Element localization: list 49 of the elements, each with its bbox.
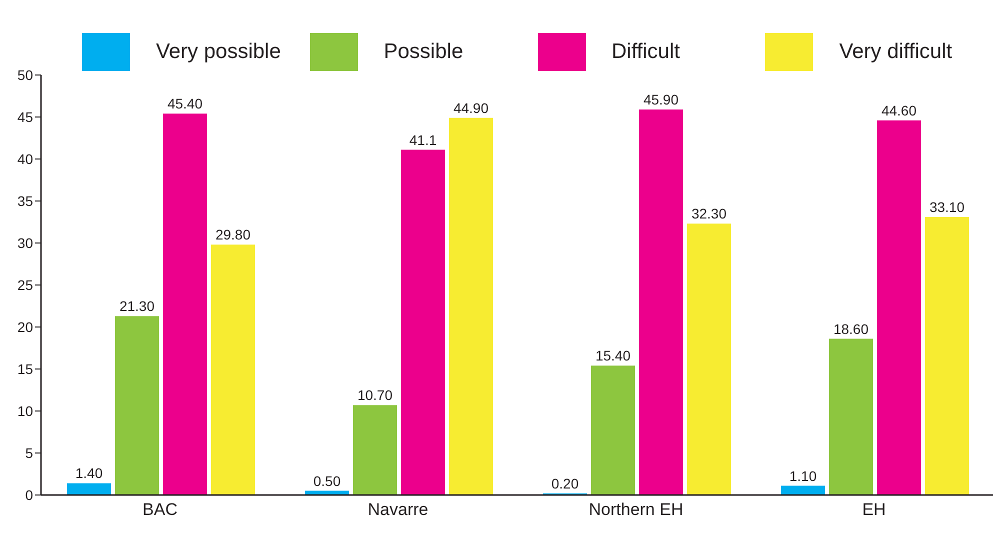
bar [353, 405, 397, 495]
y-tick-label: 45 [17, 108, 34, 125]
data-label: 0.20 [551, 475, 579, 492]
x-tick-label: EH [862, 500, 886, 520]
data-label: 15.40 [595, 348, 631, 364]
data-label: 45.90 [643, 91, 679, 108]
data-label: 1.40 [75, 465, 103, 482]
y-tick-label: 15 [17, 360, 34, 377]
y-tick-label: 30 [17, 234, 34, 251]
x-tick-label: BAC [142, 500, 178, 520]
y-tick-label: 40 [17, 150, 34, 167]
data-label: 32.30 [691, 206, 727, 222]
bar [67, 483, 111, 495]
y-tick-label: 10 [17, 402, 34, 419]
data-label: 18.60 [833, 320, 869, 337]
bar [449, 118, 493, 495]
x-tick-label: Northern EH [588, 500, 684, 520]
data-label: 21.30 [119, 298, 155, 314]
bar [163, 114, 207, 495]
data-label: 44.90 [453, 100, 489, 116]
y-tick-label: 50 [17, 66, 34, 83]
legend-label: Difficult [612, 40, 680, 64]
bar [639, 109, 683, 495]
bar [687, 224, 731, 495]
legend-label: Very possible [156, 40, 281, 64]
y-tick-label: 20 [17, 318, 34, 335]
bar [591, 366, 635, 495]
data-label: 0.50 [313, 472, 341, 489]
data-label: 29.80 [215, 226, 251, 243]
y-tick-label: 5 [25, 444, 34, 461]
data-label: 10.70 [357, 387, 393, 404]
data-label: 44.60 [881, 102, 917, 118]
bar [115, 316, 159, 495]
bar [211, 244, 255, 495]
bar [401, 150, 445, 495]
data-label: 45.40 [167, 96, 203, 112]
y-tick-label: 25 [17, 276, 34, 293]
bar [877, 120, 921, 495]
y-tick-label: 0 [25, 486, 34, 503]
bar [829, 338, 873, 495]
legend-label: Possible [384, 40, 464, 64]
legend-label: Very difficult [839, 40, 952, 64]
data-label: 41.1 [409, 132, 437, 148]
data-label: 33.10 [929, 198, 965, 215]
data-label: 1.10 [789, 468, 817, 484]
x-tick-label: Navarre [368, 500, 428, 520]
y-tick-label: 35 [17, 192, 34, 209]
bar [781, 486, 825, 495]
bar [925, 216, 969, 495]
